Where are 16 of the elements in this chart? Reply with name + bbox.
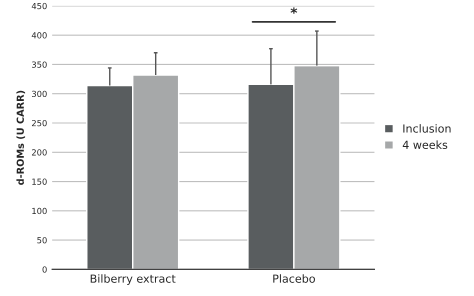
x-tick-label: Bilberry extract [90, 274, 176, 285]
y-tick-label: 450 [32, 2, 47, 10]
y-tick-label: 150 [32, 178, 47, 185]
y-tick-label: 0 [42, 266, 47, 273]
y-tick-label: 350 [32, 61, 47, 68]
legend-label: Inclusion [403, 124, 451, 133]
y-tick-label: 200 [32, 149, 47, 156]
annotation: * [290, 7, 298, 14]
legend-label: 4 weeks [402, 140, 448, 150]
x-tick-label: Placebo [273, 274, 315, 283]
y-tick-label: 250 [32, 120, 47, 126]
y-tick-label: 300 [32, 90, 47, 98]
y-axis-title: d-ROMs (U CARR) [16, 90, 26, 185]
y-tick-label: 50 [37, 237, 47, 244]
y-tick-label: 100 [32, 208, 47, 214]
y-tick-label: 400 [32, 32, 47, 38]
